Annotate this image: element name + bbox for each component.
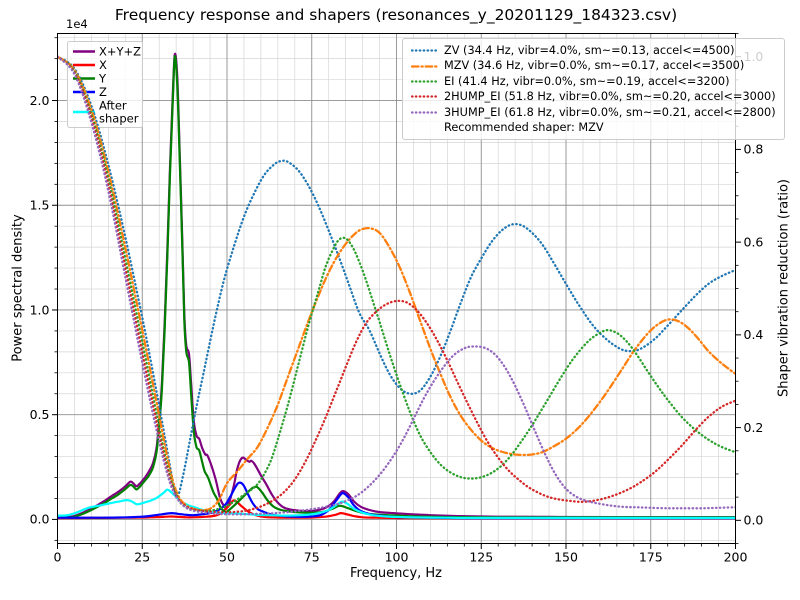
legend-label-2HUMP_EI: 2HUMP_EI (51.8 Hz, vibr=0.0%, sm~=0.20, … xyxy=(444,90,776,104)
legend-label-EI: EI (41.4 Hz, vibr=0.0%, sm~=0.19, accel<… xyxy=(444,74,730,88)
x-tick-label-4: 100 xyxy=(385,550,409,565)
y-tick-label-0: 0.0 xyxy=(30,512,50,527)
shaper-legend-entry-EI: EI (41.4 Hz, vibr=0.0%, sm~=0.19, accel<… xyxy=(411,74,776,89)
legend-swatch-ZV xyxy=(411,49,438,52)
legend-swatch-MZV xyxy=(411,64,438,68)
chart-title: Frequency response and shapers (resonanc… xyxy=(114,6,678,24)
axis-ticks xyxy=(52,33,741,549)
y-axis-label-left: Power spectral density xyxy=(10,214,26,362)
y-tick-label-1: 0.5 xyxy=(30,407,50,422)
shaper-legend-entry-MZV: MZV (34.6 Hz, vibr=0.0%, sm~=0.17, accel… xyxy=(411,58,776,73)
shaper-legend-entry-3HUMP_EI: 3HUMP_EI (61.8 Hz, vibr=0.0%, sm~=0.21, … xyxy=(411,105,776,120)
legend-label-after-line1: After xyxy=(99,99,127,113)
legend-label-sum: X+Y+Z xyxy=(99,45,141,59)
y2-tick-label-0: 0.0 xyxy=(744,513,764,528)
legend-label-ZV: ZV (34.4 Hz, vibr=4.0%, sm~=0.13, accel<… xyxy=(444,44,735,58)
shaper-legend-entry-ZV: ZV (34.4 Hz, vibr=4.0%, sm~=0.13, accel<… xyxy=(411,43,776,58)
y-tick-label-3: 1.5 xyxy=(30,198,50,213)
legend-label-z: Z xyxy=(99,85,107,99)
psd-curve-sum xyxy=(57,52,736,519)
recommended-shaper-note: Recommended shaper: MZV xyxy=(444,121,604,134)
x-tick-label-0: 0 xyxy=(54,550,62,565)
x-tick-label-8: 200 xyxy=(724,550,748,565)
legend-label-MZV: MZV (34.6 Hz, vibr=0.0%, sm~=0.17, accel… xyxy=(444,59,745,73)
y2-tick-label-4: 0.8 xyxy=(744,142,764,157)
y2-tick-label-2: 0.4 xyxy=(744,327,764,342)
x-tick-label-2: 50 xyxy=(219,550,235,565)
legend-label-x: X xyxy=(99,58,107,72)
y-tick-label-2: 1.0 xyxy=(30,302,50,317)
legend-label-y: Y xyxy=(98,72,107,86)
y2-tick-label-3: 0.6 xyxy=(744,234,764,249)
x-tick-label-6: 150 xyxy=(554,550,578,565)
x-axis-label: Frequency, Hz xyxy=(349,566,443,581)
legend-label-3HUMP_EI: 3HUMP_EI (61.8 Hz, vibr=0.0%, sm~=0.21, … xyxy=(444,105,776,119)
shaper-legend-recommendation-row: Recommended shaper: MZV xyxy=(411,120,776,135)
x-tick-label-3: 75 xyxy=(304,550,320,565)
legend-swatch-EI xyxy=(411,80,438,83)
shaper-curve-MZV xyxy=(57,55,736,512)
y2-tick-label-1: 0.2 xyxy=(744,420,764,435)
legend-swatch-3HUMP_EI xyxy=(411,111,438,114)
x-tick-label-1: 25 xyxy=(134,550,150,565)
psd-curve-after_shaper xyxy=(57,488,736,520)
shaper-curve-3HUMP_EI xyxy=(57,55,736,516)
psd-curve-y xyxy=(57,55,736,519)
shaper-legend: ZV (34.4 Hz, vibr=4.0%, sm~=0.13, accel<… xyxy=(402,38,785,141)
legend-swatch-2HUMP_EI xyxy=(411,95,438,99)
y-axis-offset-label: 1e4 xyxy=(66,17,88,31)
shaper-legend-entry-2HUMP_EI: 2HUMP_EI (51.8 Hz, vibr=0.0%, sm~=0.20, … xyxy=(411,89,776,104)
y-tick-label-4: 2.0 xyxy=(30,93,50,108)
x-tick-label-7: 175 xyxy=(639,550,663,565)
shaper-curve-EI xyxy=(57,55,736,513)
legend-label-after-line2: shaper xyxy=(99,112,139,126)
y-axis-label-right: Shaper vibration reduction (ratio) xyxy=(776,179,792,397)
shaper-series-group xyxy=(57,55,736,516)
x-tick-label-5: 125 xyxy=(469,550,493,565)
